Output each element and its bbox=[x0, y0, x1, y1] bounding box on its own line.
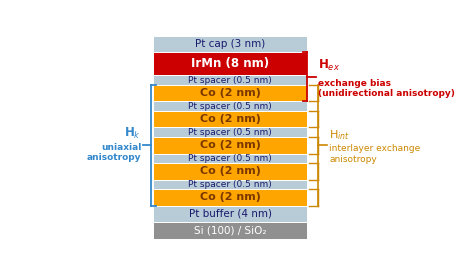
Bar bbox=[153, 75, 307, 85]
Text: Pt buffer (4 nm): Pt buffer (4 nm) bbox=[189, 209, 272, 219]
Text: Pt spacer (0.5 nm): Pt spacer (0.5 nm) bbox=[188, 154, 272, 163]
Text: Co (2 nm): Co (2 nm) bbox=[200, 140, 261, 150]
Bar bbox=[153, 180, 307, 189]
Text: H$_{ex}$: H$_{ex}$ bbox=[318, 58, 340, 73]
Bar bbox=[153, 101, 307, 111]
Text: Co (2 nm): Co (2 nm) bbox=[200, 88, 261, 98]
Text: Pt spacer (0.5 nm): Pt spacer (0.5 nm) bbox=[188, 180, 272, 189]
Text: Co (2 nm): Co (2 nm) bbox=[200, 192, 261, 202]
Bar bbox=[153, 52, 307, 75]
Bar bbox=[153, 36, 307, 52]
Bar bbox=[153, 206, 307, 222]
Bar bbox=[153, 111, 307, 128]
Text: Pt spacer (0.5 nm): Pt spacer (0.5 nm) bbox=[188, 76, 272, 85]
Bar bbox=[153, 163, 307, 180]
Bar bbox=[153, 128, 307, 137]
Text: H$_{int}$: H$_{int}$ bbox=[329, 128, 350, 142]
Text: IrMn (8 nm): IrMn (8 nm) bbox=[191, 57, 269, 70]
Bar bbox=[153, 137, 307, 153]
Text: Co (2 nm): Co (2 nm) bbox=[200, 166, 261, 176]
Text: interlayer exchange
anisotropy: interlayer exchange anisotropy bbox=[329, 144, 420, 163]
Bar bbox=[153, 189, 307, 206]
Bar bbox=[153, 153, 307, 163]
Bar bbox=[153, 85, 307, 101]
Text: Si (100) / SiO₂: Si (100) / SiO₂ bbox=[194, 225, 266, 236]
Text: exchange bias
(unidirectional anisotropy): exchange bias (unidirectional anisotropy… bbox=[318, 79, 455, 98]
Text: Co (2 nm): Co (2 nm) bbox=[200, 114, 261, 124]
Text: Pt spacer (0.5 nm): Pt spacer (0.5 nm) bbox=[188, 128, 272, 137]
Text: Pt cap (3 nm): Pt cap (3 nm) bbox=[195, 39, 265, 49]
Text: Pt spacer (0.5 nm): Pt spacer (0.5 nm) bbox=[188, 102, 272, 111]
Bar bbox=[153, 222, 307, 239]
Text: H$_k$: H$_k$ bbox=[124, 126, 141, 141]
Text: uniaxial
anisotropy: uniaxial anisotropy bbox=[87, 143, 141, 162]
